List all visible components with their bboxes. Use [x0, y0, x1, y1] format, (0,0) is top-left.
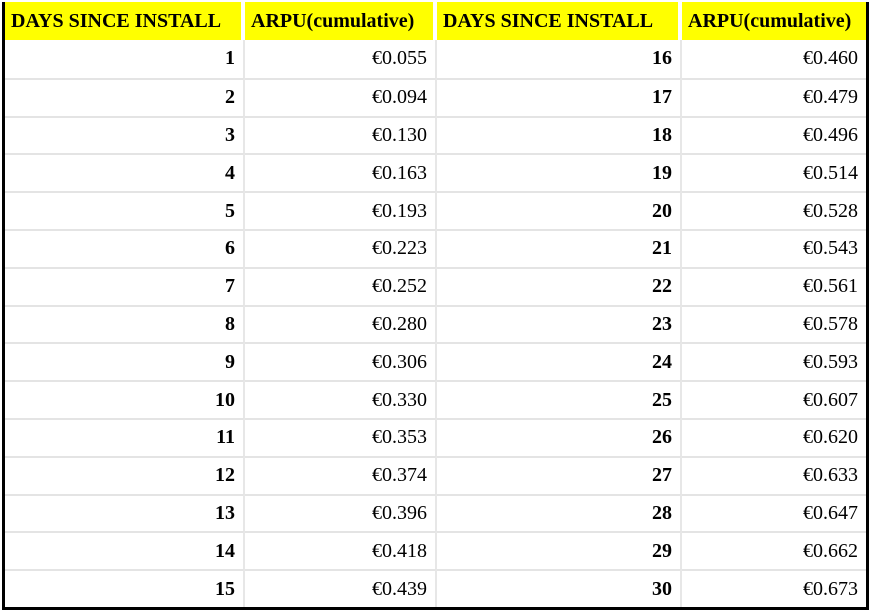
arpu-cell: €0.306 [245, 342, 437, 381]
arpu-cell: €0.647 [682, 493, 866, 532]
arpu-cell: €0.055 [245, 40, 437, 78]
day-cell: 17 [437, 77, 682, 116]
arpu-cell: €0.673 [682, 569, 866, 607]
arpu-cell: €0.374 [245, 455, 437, 494]
arpu-cell: €0.662 [682, 531, 866, 569]
arpu-cell: €0.439 [245, 569, 437, 607]
day-cell: 12 [5, 455, 245, 494]
day-cell: 5 [5, 191, 245, 229]
day-cell: 24 [437, 342, 682, 381]
day-cell: 16 [437, 40, 682, 78]
arpu-cell: €0.479 [682, 77, 866, 116]
arpu-cell: €0.514 [682, 153, 866, 191]
day-cell: 7 [5, 266, 245, 305]
arpu-cell: €0.593 [682, 342, 866, 380]
day-cell: 4 [5, 153, 245, 192]
arpu-cell: €0.620 [682, 417, 866, 456]
day-cell: 18 [437, 115, 682, 154]
arpu-cell: €0.543 [682, 228, 866, 267]
day-cell: 21 [437, 228, 682, 267]
day-cell: 9 [5, 342, 245, 381]
day-cell: 29 [437, 531, 682, 570]
arpu-cell: €0.460 [803, 47, 858, 70]
arpu-cell: €0.633 [682, 455, 866, 494]
arpu-cell: €0.607 [682, 380, 866, 418]
header-days-since-install-right: DAYS SINCE INSTALL [437, 2, 682, 40]
day-cell: 27 [437, 455, 682, 494]
day-cell: 3 [5, 115, 245, 154]
arpu-cell: €0.163 [245, 153, 437, 192]
arpu-cell: €0.561 [682, 266, 866, 305]
day-cell: 15 [5, 569, 245, 607]
arpu-cell: €0.496 [682, 115, 866, 154]
arpu-cell: €0.252 [245, 266, 437, 305]
arpu-cell: €0.528 [682, 191, 866, 229]
arpu-cell: €0.418 [245, 531, 437, 570]
arpu-cell: €0.280 [245, 304, 437, 343]
day-cell: 8 [5, 304, 245, 343]
arpu-cell: €0.330 [245, 380, 437, 418]
day-cell: 30 [437, 569, 682, 607]
header-arpu-cumulative-right: ARPU(cumulative) [682, 2, 866, 40]
day-cell: 19 [437, 153, 682, 192]
day-cell: 22 [437, 266, 682, 305]
header-days-since-install-left: DAYS SINCE INSTALL [5, 2, 245, 40]
day-cell: 23 [437, 304, 682, 343]
day-cell: 26 [437, 417, 682, 456]
arpu-cell: €0.223 [245, 228, 437, 267]
arpu-cell: €0.130 [245, 115, 437, 154]
header-arpu-cumulative-left: ARPU(cumulative) [245, 2, 437, 40]
arpu-cell: €0.193 [245, 191, 437, 229]
arpu-cell: €0.094 [245, 77, 437, 116]
arpu-cell: €0.353 [245, 417, 437, 456]
day-cell: 28 [437, 493, 682, 532]
day-cell: 20 [437, 191, 682, 229]
day-cell: 6 [5, 228, 245, 267]
day-cell: 2 [5, 77, 245, 116]
day-cell: 25 [437, 380, 682, 418]
day-cell: 1 [5, 40, 245, 78]
day-cell: 11 [5, 417, 245, 456]
day-cell: 13 [5, 493, 245, 532]
arpu-cell: €0.578 [682, 304, 866, 343]
day-cell: 14 [5, 531, 245, 570]
day-cell: 10 [5, 380, 245, 418]
arpu-cell: €0.396 [245, 493, 437, 532]
